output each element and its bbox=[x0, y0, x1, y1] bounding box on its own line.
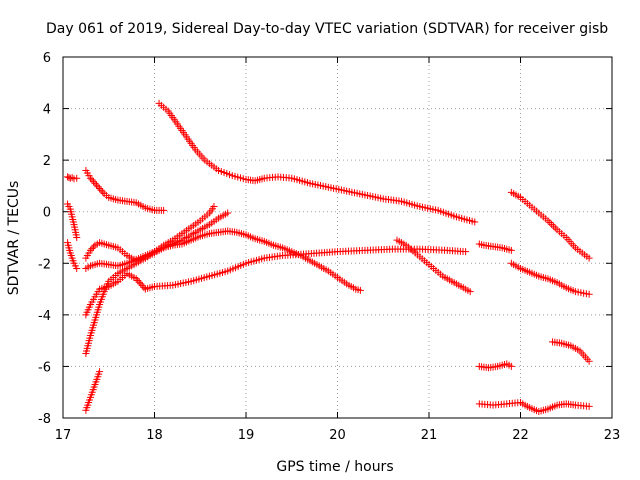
data-point bbox=[462, 248, 470, 256]
tick-labels: 17 18 19 20 21 22 23 -8 -6 -4 -2 0 2 4 6 bbox=[38, 51, 620, 443]
data-point bbox=[88, 245, 96, 253]
data-point bbox=[68, 174, 76, 182]
data-point bbox=[585, 402, 593, 410]
series-arc-12 bbox=[475, 240, 515, 254]
data-point bbox=[160, 206, 168, 214]
data-point bbox=[96, 368, 104, 376]
data-point bbox=[90, 243, 97, 251]
axes bbox=[62, 56, 613, 419]
data-point bbox=[585, 254, 593, 262]
y-axis-label: SDTVAR / TECUs bbox=[6, 181, 22, 296]
y-tick-label: 2 bbox=[43, 154, 51, 169]
series-arc-10 bbox=[82, 368, 104, 414]
x-tick-label: 19 bbox=[238, 428, 255, 443]
data-point bbox=[88, 176, 96, 184]
series-arc-8 bbox=[82, 209, 232, 272]
data-point bbox=[140, 283, 148, 291]
data-point bbox=[544, 217, 552, 225]
series-arc-5 bbox=[155, 99, 479, 226]
data-point bbox=[585, 290, 593, 298]
data-point bbox=[96, 185, 104, 193]
series-arc-13 bbox=[475, 360, 515, 372]
y-tick-label: 6 bbox=[43, 51, 51, 66]
data-point bbox=[466, 288, 474, 296]
data-point bbox=[99, 188, 107, 196]
data-point bbox=[356, 286, 364, 294]
data-point bbox=[91, 179, 99, 187]
data-point bbox=[66, 174, 74, 182]
grid bbox=[63, 57, 612, 418]
y-tick-label: -4 bbox=[38, 309, 51, 324]
x-tick-label: 20 bbox=[329, 428, 346, 443]
data-point bbox=[548, 220, 556, 228]
data-point bbox=[134, 276, 142, 284]
data-point bbox=[86, 174, 94, 182]
data-point bbox=[73, 174, 81, 182]
x-tick-label: 23 bbox=[604, 428, 621, 443]
y-tick-label: -2 bbox=[38, 257, 51, 272]
data-point bbox=[94, 183, 102, 191]
series-arc-9 bbox=[82, 245, 470, 319]
data-point bbox=[549, 222, 557, 230]
y-tick-label: 0 bbox=[43, 206, 51, 221]
data-point bbox=[138, 282, 146, 290]
data-point bbox=[135, 278, 143, 286]
y-tick-label: -6 bbox=[38, 360, 51, 375]
data-point bbox=[73, 264, 81, 272]
series-arc-16 bbox=[507, 259, 593, 298]
series-arc-1 bbox=[64, 173, 81, 183]
x-tick-label: 18 bbox=[146, 428, 163, 443]
series-arc-11 bbox=[393, 236, 474, 296]
data-point bbox=[97, 186, 105, 194]
series-arc-3 bbox=[64, 200, 81, 241]
data-point bbox=[471, 218, 479, 226]
series-arc-17 bbox=[549, 338, 593, 365]
y-tick-label: 4 bbox=[43, 103, 51, 118]
series-arc-2 bbox=[82, 166, 168, 214]
data-point bbox=[86, 246, 94, 254]
series-arc-14 bbox=[475, 399, 593, 416]
data-point bbox=[210, 203, 218, 211]
data-point bbox=[546, 219, 554, 227]
chart-title: Day 061 of 2019, Sidereal Day-to-day VTE… bbox=[46, 21, 608, 37]
data-point bbox=[93, 181, 101, 189]
data-point bbox=[551, 224, 559, 232]
data-point bbox=[224, 209, 232, 217]
x-tick-label: 21 bbox=[421, 428, 438, 443]
data-point bbox=[132, 275, 140, 283]
data-point bbox=[585, 357, 593, 365]
data-point bbox=[507, 362, 515, 370]
data-point bbox=[90, 178, 97, 186]
y-tick-label: -8 bbox=[38, 412, 51, 427]
data-point bbox=[507, 246, 515, 254]
data-points bbox=[64, 99, 593, 416]
data-point bbox=[137, 280, 145, 288]
series-arc-4 bbox=[64, 239, 81, 272]
x-axis-label: GPS time / hours bbox=[276, 459, 393, 475]
data-point bbox=[73, 234, 81, 241]
series-arc-15 bbox=[507, 188, 593, 262]
x-tick-label: 22 bbox=[512, 428, 529, 443]
x-tick-label: 17 bbox=[55, 428, 72, 443]
